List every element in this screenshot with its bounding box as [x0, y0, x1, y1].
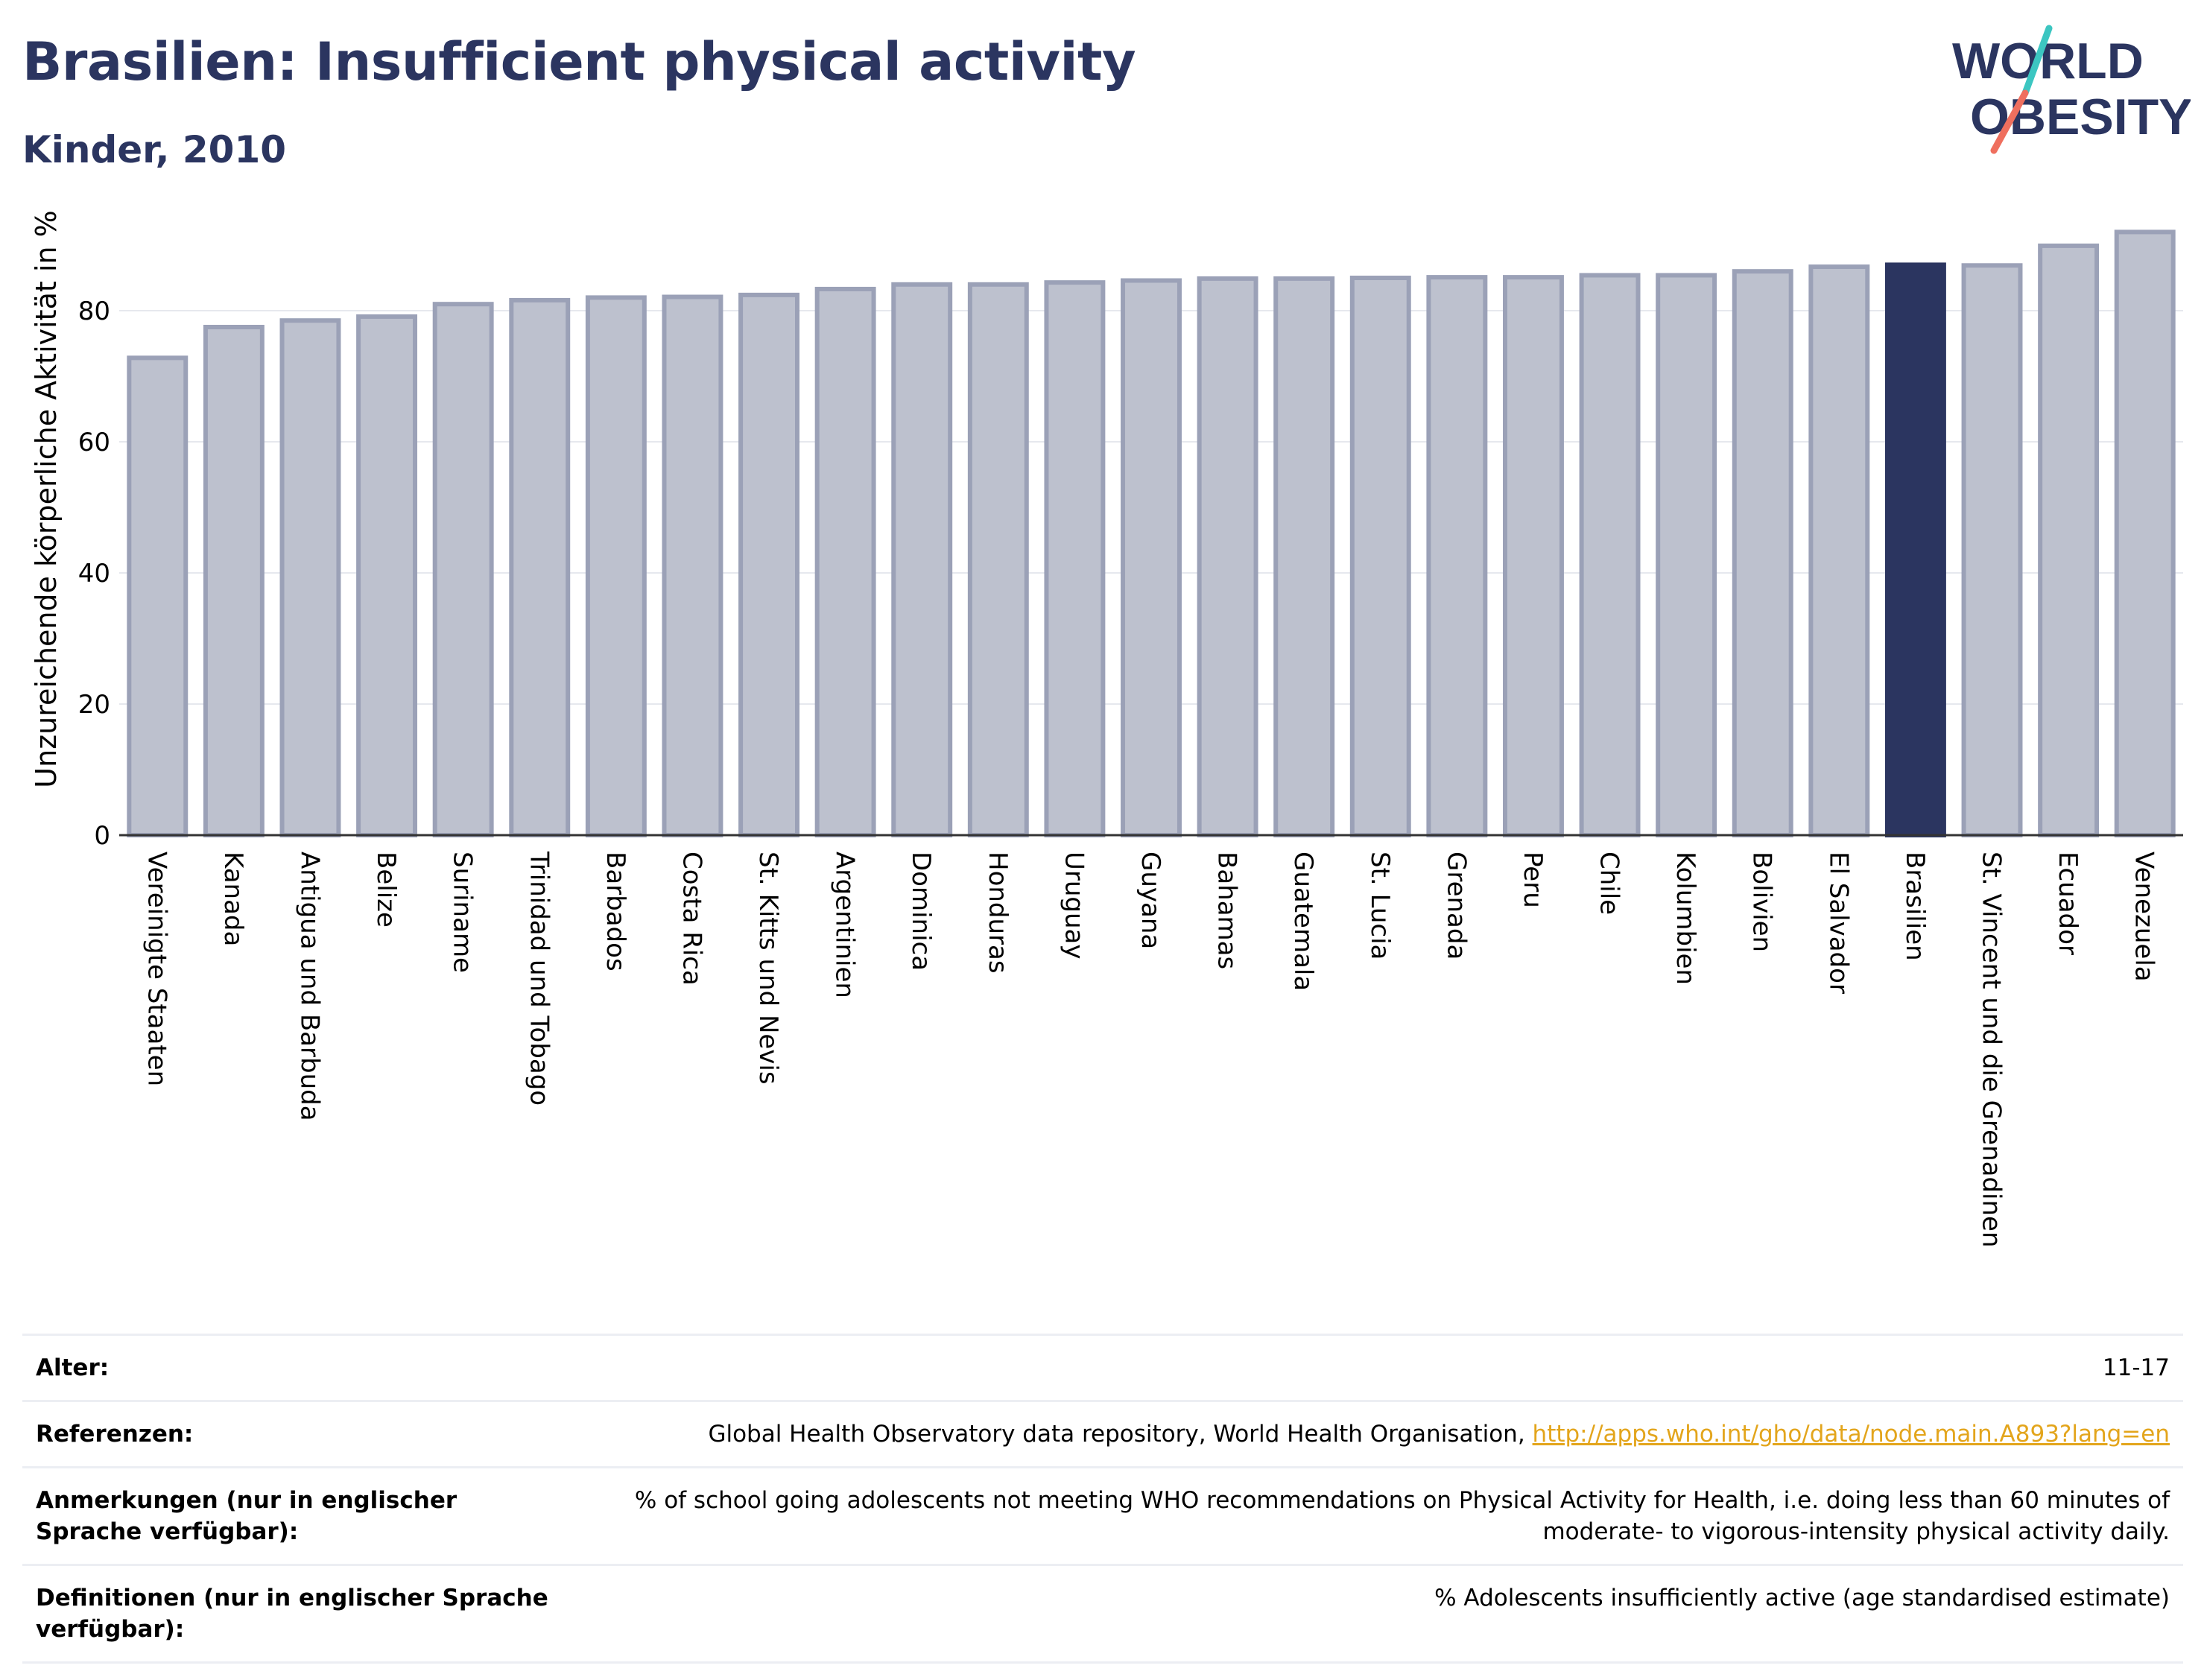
bar-guyana	[1121, 278, 1182, 837]
x-tick-label: Venezuela	[2129, 852, 2159, 982]
x-tick-labels: Vereinigte Staaten Kanada Antigua und Barb…	[142, 851, 2159, 1248]
bar-bahamas	[1197, 276, 1258, 837]
bar-st-lucia	[1349, 276, 1411, 837]
info-row: Anmerkungen (nur in englischer Sprache v…	[22, 1466, 2183, 1564]
info-label: Anmerkungen (nur in englischer Sprache v…	[36, 1487, 457, 1545]
info-row: Alter: 11-17	[22, 1334, 2183, 1400]
x-tick-label: Belize	[371, 852, 401, 928]
bar-grenada	[1426, 275, 1488, 837]
x-tick-label: Kanada	[218, 852, 248, 946]
x-tick-label: Argentinien	[830, 852, 860, 998]
info-value: % Adolescents insufficiently active (age…	[1434, 1585, 2170, 1611]
bars	[127, 229, 2176, 838]
bar-suriname	[432, 302, 494, 837]
bar-chart: 0 20 40 60 80 Vereinigte Staaten Kanada Antigu…	[30, 210, 2183, 1248]
logo-line2: OBESITY	[1970, 89, 2191, 145]
x-tick-label: Grenada	[1441, 852, 1471, 960]
info-label: Alter:	[36, 1354, 110, 1381]
bar-barbados	[585, 295, 647, 837]
info-value: Global Health Observatory data repositor…	[708, 1421, 2170, 1448]
x-tick-label: Uruguay	[1059, 852, 1089, 960]
x-tick-label: Dominica	[906, 852, 936, 971]
bar-kanada	[203, 325, 265, 837]
bar-dominica	[891, 282, 953, 837]
y-tick-label: 0	[94, 821, 110, 851]
bar-ecuador	[2038, 243, 2100, 837]
reference-link[interactable]: http://apps.who.int/gho/data/node.main.A…	[1532, 1421, 2170, 1448]
x-tick-label: Bolivien	[1747, 852, 1777, 952]
y-tick-label: 80	[78, 297, 110, 326]
x-tick-label: Peru	[1518, 852, 1548, 908]
bar-honduras	[967, 282, 1029, 837]
bar-vereinigte-staaten	[127, 355, 189, 837]
bar-antigua-und-barbuda	[279, 318, 341, 837]
bar-brasilien	[1884, 262, 1946, 837]
bar-argentinien	[814, 286, 876, 837]
info-value: % of school going adolescents not meetin…	[634, 1487, 2170, 1545]
x-tick-label: Bahamas	[1212, 852, 1242, 969]
bar-uruguay	[1044, 280, 1106, 838]
logo-line1: WORLD	[1952, 33, 2144, 89]
info-row: Referenzen: Global Health Observatory dat…	[22, 1400, 2183, 1466]
bar-kolumbien	[1656, 273, 1717, 838]
page-subtitle: Kinder, 2010	[22, 128, 287, 171]
x-tick-label: Barbados	[601, 852, 630, 971]
y-tick-label: 60	[78, 428, 110, 457]
x-tick-label: Brasilien	[1900, 852, 1930, 961]
x-tick-label: Guyana	[1136, 852, 1165, 949]
x-tick-label: Ecuador	[2053, 852, 2083, 955]
x-tick-label: Honduras	[983, 852, 1013, 974]
world-obesity-logo: WORLD OBESITY	[1952, 25, 2191, 154]
bar-costa-rica	[662, 294, 723, 837]
info-table: Alter: 11-17 Referenzen: Global Health Obse…	[22, 1334, 2183, 1664]
bar-peru	[1503, 275, 1564, 837]
y-tick-label: 20	[78, 690, 110, 720]
x-tick-label: Antigua und Barbuda	[294, 852, 324, 1121]
bar-st-kitts-und-nevis	[738, 292, 799, 837]
bar-st-vincent-und-die-grenadinen	[1961, 263, 2023, 837]
bar-chile	[1579, 273, 1641, 838]
y-tick-labels: 0 20 40 60 80	[78, 297, 110, 851]
x-tick-label: Trinidad und Tobago	[524, 851, 554, 1106]
info-label: Referenzen:	[36, 1421, 194, 1448]
y-axis-label: Unzureichende körperliche Aktivität in %	[30, 210, 63, 787]
bar-venezuela	[2114, 229, 2176, 837]
x-tick-label: St. Lucia	[1365, 852, 1395, 960]
y-tick-label: 40	[78, 559, 110, 589]
page-title: Brasilien: Insufficient physical activit…	[22, 31, 1136, 92]
x-tick-label: Vereinigte Staaten	[142, 852, 171, 1086]
x-tick-label: Kolumbien	[1671, 852, 1700, 985]
info-label: Definitionen (nur in englischer Sprache …	[36, 1585, 548, 1643]
x-tick-label: St. Kitts und Nevis	[753, 852, 783, 1085]
x-tick-label: St. Vincent und die Grenadinen	[1977, 852, 2007, 1248]
x-tick-label: El Salvador	[1823, 852, 1853, 994]
bar-guatemala	[1273, 276, 1335, 837]
bar-bolivien	[1732, 269, 1793, 837]
bar-belize	[356, 314, 418, 838]
x-tick-label: Chile	[1595, 852, 1624, 915]
logo-slash-teal	[2021, 25, 2053, 97]
bar-trinidad-und-tobago	[509, 297, 571, 838]
x-tick-label: Costa Rica	[677, 852, 706, 986]
info-value: 11-17	[2102, 1354, 2170, 1381]
x-tick-label: Suriname	[448, 852, 478, 973]
logo-slash-coral	[1990, 89, 2029, 154]
info-row: Definitionen (nur in englischer Sprache …	[22, 1564, 2183, 1664]
bar-el-salvador	[1808, 264, 1870, 838]
x-tick-label: Guatemala	[1288, 852, 1318, 991]
